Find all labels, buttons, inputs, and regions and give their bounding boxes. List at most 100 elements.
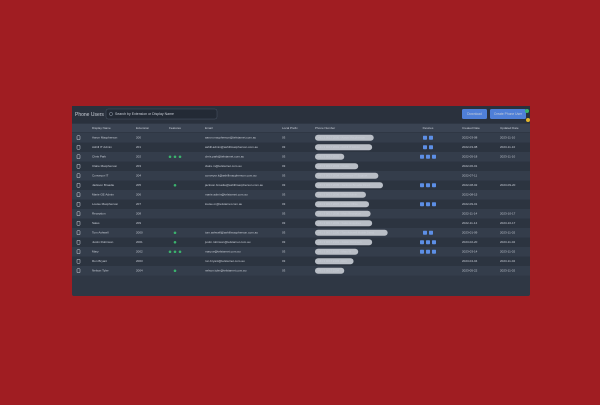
table-row	[72, 266, 530, 276]
feature-icon	[173, 240, 177, 244]
table-row	[72, 190, 530, 200]
local-prefix: 03	[282, 155, 286, 159]
created-date: 2023-01-09	[462, 231, 478, 235]
table-row	[72, 180, 530, 190]
created-date: 2022-08-15	[462, 193, 478, 197]
display-name: Claire Macpherson	[92, 164, 118, 168]
extension: 209	[136, 221, 141, 225]
download-button[interactable]	[462, 109, 487, 119]
email: tom.ashwell@ashillmacpherson.com.au	[205, 231, 258, 235]
phone-number: +61 3 9017 2002	[318, 155, 340, 159]
row-icon	[76, 135, 81, 140]
row-icon	[76, 183, 81, 188]
row-icon	[76, 164, 81, 169]
table-row	[72, 247, 530, 257]
phone-pill	[315, 248, 359, 255]
feature-icon	[173, 183, 177, 187]
phone-number: +61 3 9017 2104	[318, 269, 340, 273]
table-row	[72, 218, 530, 228]
created-date: 2023-02-20	[462, 240, 478, 244]
display-name: Louise Macpherson	[92, 202, 119, 206]
device-icon	[426, 202, 430, 207]
email: mary.w@telstarnet.com.au	[205, 250, 241, 254]
created-date: 2023-05-22	[462, 269, 478, 273]
local-prefix: 03	[282, 250, 286, 254]
extension: 206	[136, 193, 141, 197]
local-prefix: 03	[282, 202, 286, 206]
search-placeholder: Search by Extension or Display Name	[115, 112, 174, 116]
row-icon	[76, 173, 81, 178]
table-row	[72, 228, 530, 238]
extension: 201	[136, 145, 141, 149]
updated-date: 2023-11-02	[500, 231, 515, 235]
created-date: 2022-11-14	[462, 212, 477, 216]
feature-icon	[178, 250, 182, 254]
button-label: Download	[467, 112, 482, 116]
feature-icon	[178, 155, 182, 159]
display-name: Marie GE Admin	[92, 193, 114, 197]
email: louise.m@telstarnet.com.au	[205, 202, 243, 206]
feature-icon	[173, 155, 177, 159]
device-icon	[432, 183, 436, 188]
device-icon	[423, 145, 427, 150]
column-header: Email	[205, 126, 213, 130]
phone-number: +61 3 9017 2103 - Ron	[318, 259, 347, 263]
phone-number: +61 3 9017 2004 - Conveyor IT Support	[318, 174, 368, 178]
phone-number: +61 3 9017 2000 - Aaron Macpherson	[318, 136, 365, 140]
feature-icon	[168, 250, 172, 254]
extension: 2000	[136, 231, 143, 235]
status-dot	[525, 109, 529, 113]
table-row	[72, 209, 530, 219]
updated-date: 2023-10-17	[500, 212, 516, 216]
column-header: Created Date	[462, 126, 480, 130]
phone-pill	[315, 144, 373, 151]
local-prefix: 03	[282, 221, 286, 225]
created-date: 2023-03-14	[462, 250, 478, 254]
created-date: 2023-04-04	[462, 259, 478, 263]
created-date: 2022-03-08	[462, 145, 478, 149]
phone-pill	[315, 258, 354, 265]
device-icon	[426, 249, 430, 254]
device-icon	[420, 202, 424, 207]
row-icon	[76, 154, 81, 159]
updated-date: 2023-11-10	[500, 155, 515, 159]
page-title: Phone Users	[75, 112, 104, 118]
local-prefix: 03	[282, 174, 286, 178]
device-icon	[420, 240, 424, 245]
display-name: Tom Ashwell	[92, 231, 109, 235]
display-name: Jackson Broadie	[92, 183, 115, 187]
phone-number: +61 3 9017 2006 - Marie Admin	[318, 193, 358, 197]
row-icon	[76, 240, 81, 245]
feature-icon	[168, 155, 172, 159]
phone-number: +61 3 9017 2008 - Main Reception	[318, 212, 361, 216]
extension: 208	[136, 212, 141, 216]
device-icon	[432, 249, 436, 254]
updated-date: 2023-11-10	[500, 145, 515, 149]
extension: 204	[136, 174, 141, 178]
updated-date: 2023-09-20	[500, 183, 516, 187]
updated-date: 2023-11-02	[500, 259, 515, 263]
email: justin.robinson@telstarnet.com.au	[204, 240, 251, 244]
device-icon	[420, 154, 424, 159]
local-prefix: 03	[282, 145, 286, 149]
feature-icon	[173, 250, 177, 254]
create-button[interactable]	[490, 109, 526, 119]
device-icon	[432, 240, 436, 245]
table-row	[72, 199, 530, 209]
search-box[interactable]	[105, 108, 218, 120]
row-icon	[76, 259, 81, 264]
phone-pill	[315, 182, 383, 189]
local-prefix: 03	[282, 269, 286, 273]
phone-pill	[315, 267, 345, 274]
device-icon	[423, 135, 427, 140]
phone-number: +61 3 9017 2003 - Claire	[318, 164, 349, 168]
extension: 207	[136, 202, 141, 206]
display-name: Nelson Tyler	[92, 269, 109, 273]
local-prefix: 03	[282, 259, 286, 263]
device-icon	[420, 249, 424, 254]
display-name: Conveyor IT	[92, 174, 109, 178]
updated-date: 2023-10-17	[500, 221, 516, 225]
column-header: Extension	[136, 126, 150, 130]
email: ashill.admin@ashillmacpherson.com.au	[205, 145, 258, 149]
device-icon	[429, 135, 433, 140]
